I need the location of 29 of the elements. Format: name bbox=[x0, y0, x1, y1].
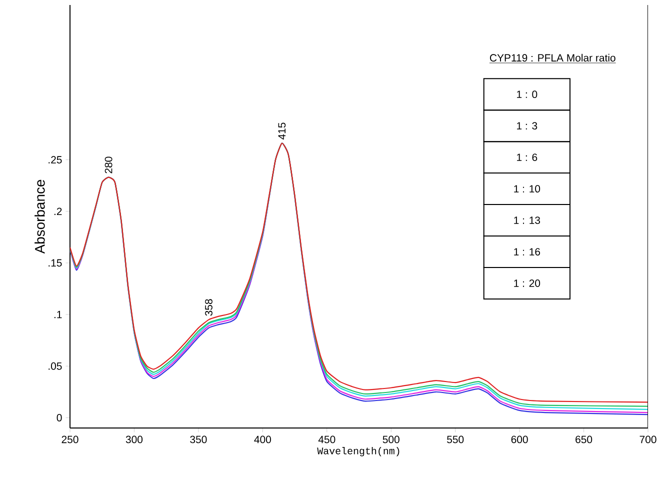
annotation: 1 : 16 bbox=[514, 248, 540, 256]
x-tick-label: 550 bbox=[447, 436, 464, 444]
x-tick-label: 600 bbox=[511, 436, 528, 444]
annotation: CYP119 : PFLA Molar ratio bbox=[490, 54, 616, 62]
y-tick-label: .15 bbox=[48, 259, 62, 267]
x-tick-label: 500 bbox=[382, 436, 400, 444]
annotation: 1 : 6 bbox=[517, 154, 538, 162]
x-tick-label: 450 bbox=[318, 436, 336, 444]
y-tick-label: .05 bbox=[48, 362, 62, 370]
annotation: 1 : 0 bbox=[517, 90, 538, 98]
annotation: 358 bbox=[205, 299, 212, 316]
y-axis-title: Absorbance bbox=[34, 180, 45, 254]
annotation: 1 : 13 bbox=[514, 216, 540, 224]
x-axis-title: Wavelength(nm) bbox=[317, 447, 400, 456]
x-tick-label: 300 bbox=[126, 436, 143, 444]
y-tick-label: .2 bbox=[54, 208, 62, 215]
x-tick-label: 650 bbox=[576, 436, 592, 444]
x-tick-label: 400 bbox=[254, 436, 271, 444]
x-tick-label: 250 bbox=[62, 436, 78, 444]
annotation: 1 : 20 bbox=[514, 280, 540, 287]
annotation: 1 : 3 bbox=[517, 122, 538, 130]
x-tick-label: 700 bbox=[640, 436, 656, 444]
x-tick-label: 350 bbox=[190, 436, 207, 444]
y-tick-label: .25 bbox=[48, 156, 62, 164]
y-tick-label: .1 bbox=[54, 310, 62, 318]
annotation: 280 bbox=[104, 156, 112, 174]
annotation: 415 bbox=[278, 122, 286, 140]
annotation: 1 : 10 bbox=[514, 185, 540, 192]
y-tick-label: 0 bbox=[56, 414, 62, 422]
